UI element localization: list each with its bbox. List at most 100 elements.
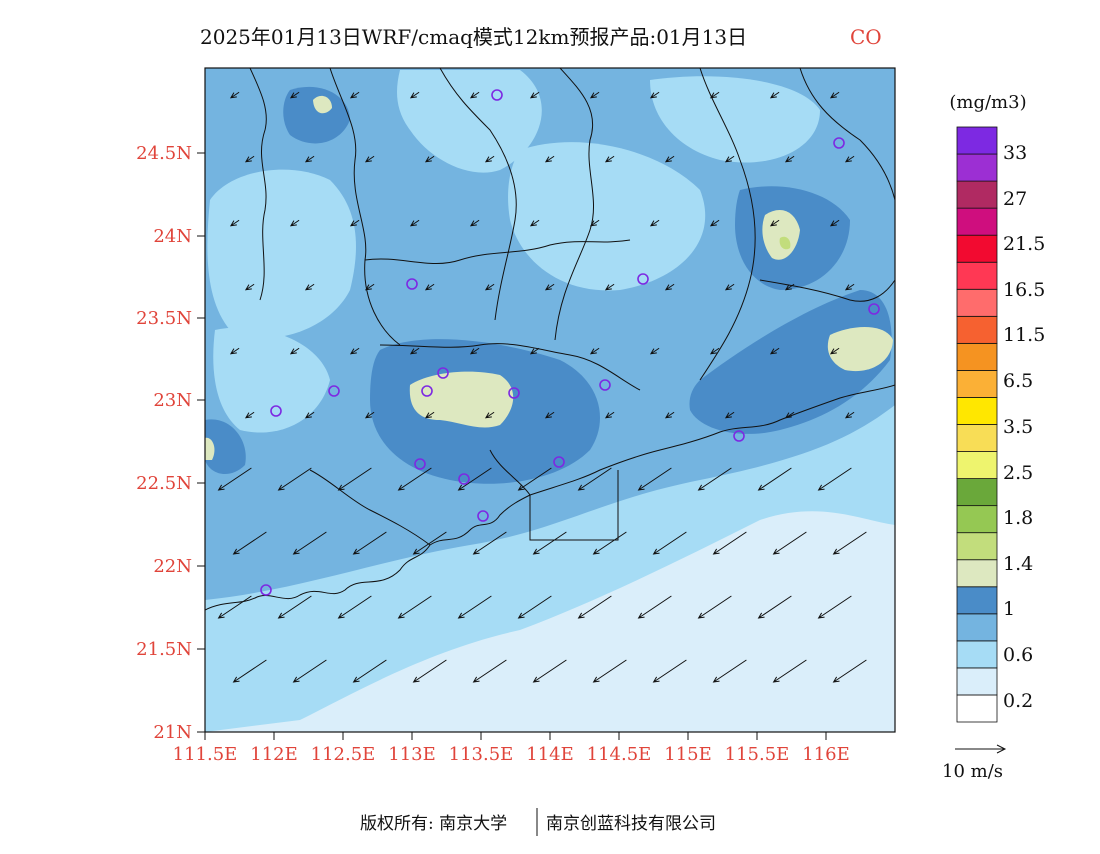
colorbar-label: 6.5	[1003, 370, 1033, 392]
wind-arrow	[244, 155, 255, 163]
wind-arrow	[829, 91, 840, 99]
wind-arrow	[649, 91, 660, 99]
wind-arrow	[577, 467, 612, 491]
co-above-1-patch	[762, 210, 800, 260]
station-markers	[260, 89, 880, 596]
colorbar-label: 27	[1003, 188, 1027, 210]
low-concentration-patch	[397, 70, 542, 173]
wind-arrow	[712, 531, 747, 555]
wind-arrow	[484, 283, 495, 291]
station-marker	[406, 278, 418, 290]
wind-arrow	[484, 411, 495, 419]
colorbar-label: 1.4	[1003, 553, 1033, 575]
wind-arrow	[457, 595, 492, 619]
colorbar-swatch	[956, 180, 998, 209]
high-concentration-patch	[205, 419, 246, 475]
colorbar-swatch	[956, 234, 998, 263]
colorbar-label: 2.5	[1003, 462, 1033, 484]
footer-copyright: 版权所有: 南京大学	[360, 814, 507, 834]
wind-arrow	[397, 467, 432, 491]
station-marker	[599, 379, 611, 391]
wind-arrow	[424, 411, 435, 419]
wind-arrow	[292, 531, 327, 555]
wind-arrow	[604, 283, 615, 291]
wind-arrow	[469, 91, 480, 99]
wind-arrow	[844, 283, 855, 291]
wind-arrow	[364, 155, 375, 163]
lon-tick-label: 113.5E	[449, 744, 514, 765]
wind-arrow	[724, 155, 735, 163]
wind-arrow	[337, 467, 372, 491]
colorbar-label: 33	[1003, 142, 1027, 164]
station-marker	[270, 405, 282, 417]
station-marker	[868, 303, 880, 315]
wind-arrow	[424, 283, 435, 291]
colorbar	[956, 126, 998, 723]
wind-arrow	[529, 219, 540, 227]
wind-reference: 10 m/s	[942, 744, 1007, 782]
colorbar-swatch	[956, 667, 998, 696]
wind-arrow	[544, 283, 555, 291]
wind-arrow	[544, 155, 555, 163]
wind-arrow	[409, 91, 420, 99]
admin-boundaries	[249, 68, 895, 546]
wind-arrow	[637, 595, 672, 619]
wind-arrow	[532, 531, 567, 555]
wind-arrow	[817, 467, 852, 491]
wind-arrow	[532, 659, 567, 683]
wind-arrow	[457, 467, 492, 491]
wind-arrow	[517, 467, 552, 491]
colorbar-swatch	[956, 397, 998, 425]
colorbar-unit: (mg/m3)	[949, 92, 1026, 113]
wind-arrow	[364, 411, 375, 419]
colorbar-swatch	[956, 370, 998, 398]
colorbar-label: 11.5	[1003, 324, 1045, 346]
wind-arrow	[757, 467, 792, 491]
wind-arrow	[769, 219, 780, 227]
colorbar-label: 21.5	[1003, 233, 1045, 255]
station-marker	[421, 385, 433, 397]
wind-arrow	[592, 659, 627, 683]
wind-arrow	[829, 347, 840, 355]
wind-arrow	[349, 219, 360, 227]
wind-arrow	[349, 91, 360, 99]
lon-tick-label: 111.5E	[173, 744, 238, 765]
colorbar-swatch	[956, 532, 998, 561]
open-sea-band	[205, 511, 895, 732]
wind-arrow	[292, 659, 327, 683]
wind-arrow	[844, 411, 855, 419]
wind-arrow	[592, 531, 627, 555]
wind-arrow	[604, 411, 615, 419]
wind-arrow	[817, 595, 852, 619]
wind-arrow	[244, 411, 255, 419]
wind-arrow	[217, 595, 252, 619]
wind-arrow	[589, 347, 600, 355]
station-marker	[437, 367, 449, 379]
wind-arrow	[784, 283, 795, 291]
lat-tick-label: 21N	[153, 722, 192, 743]
wind-arrow	[724, 283, 735, 291]
co-above-1-patch	[313, 95, 332, 114]
station-marker	[328, 385, 340, 397]
wind-arrow	[304, 155, 315, 163]
colorbar-swatch	[956, 207, 998, 236]
wind-arrow	[229, 91, 240, 99]
wind-arrow	[784, 411, 795, 419]
wind-arrow	[304, 411, 315, 419]
lon-tick-label: 116E	[802, 744, 850, 765]
co-above-1-patch	[205, 437, 215, 460]
wind-arrow	[517, 595, 552, 619]
wind-arrow	[769, 347, 780, 355]
colorbar-label: 1.8	[1003, 507, 1033, 529]
wind-arrow	[412, 531, 447, 555]
station-marker	[833, 137, 845, 149]
wind-arrow	[664, 283, 675, 291]
map-title: 2025年01月13日WRF/cmaq模式12km预报产品:01月13日	[200, 25, 747, 49]
wind-arrow	[352, 531, 387, 555]
co-above-1-patch	[827, 326, 893, 372]
lat-tick-label: 24.5N	[136, 143, 192, 164]
wind-arrow	[832, 531, 867, 555]
wind-arrow	[709, 347, 720, 355]
lat-tick-label: 23N	[153, 390, 192, 411]
